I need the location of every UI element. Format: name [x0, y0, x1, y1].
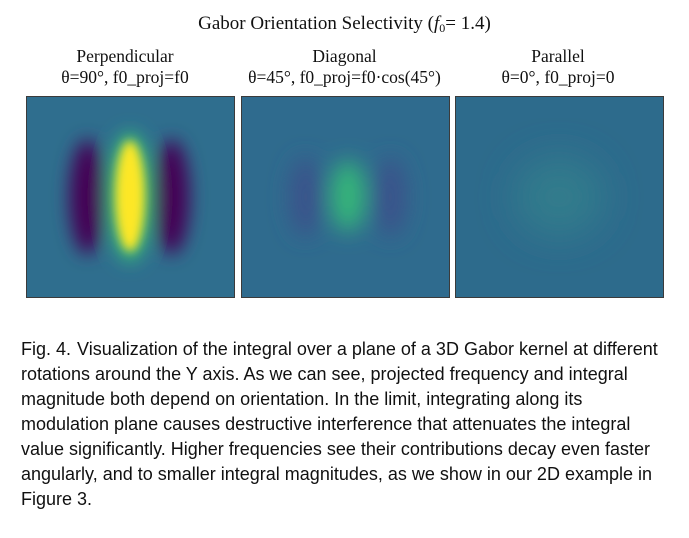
panel-formula: f0_proj=0: [544, 67, 615, 87]
gabor-heatmap-parallel: [456, 97, 663, 297]
panel-formula-line: θ=45°, f0_proj=f0·cos(45°): [232, 67, 457, 88]
panel-formula: f0_proj=f0·cos(45°): [299, 67, 441, 87]
figure-title-prefix: Gabor Orientation Selectivity (: [198, 13, 435, 34]
panel-name: Perpendicular: [76, 46, 174, 66]
gabor-heatmap-diagonal: [242, 97, 449, 297]
caption-number: Fig. 4.: [21, 339, 72, 359]
caption-text: Visualization of the integral over a pla…: [21, 339, 658, 509]
gabor-heatmap-perpendicular: [27, 97, 234, 297]
panel-theta: θ=0°,: [501, 67, 545, 87]
panel-theta: θ=45°,: [248, 67, 300, 87]
panel-name: Diagonal: [312, 46, 377, 66]
panel-formula-line: θ=0°, f0_proj=0: [458, 67, 658, 88]
panel-theta: θ=90°,: [61, 67, 113, 87]
figure-title-sub: 0: [439, 21, 446, 35]
panel-image-perpendicular: [26, 96, 235, 298]
panel-label-diagonal: Diagonal θ=45°, f0_proj=f0·cos(45°): [232, 46, 457, 88]
panel-label-perpendicular: Perpendicular θ=90°, f0_proj=f0: [25, 46, 225, 88]
panel-image-parallel: [455, 96, 664, 298]
figure-title-suffix: = 1.4): [445, 13, 491, 34]
figure-caption: Fig. 4. Visualization of the integral ove…: [21, 337, 671, 512]
panel-formula: f0_proj=f0: [112, 67, 189, 87]
panel-image-diagonal: [241, 96, 450, 298]
panel-name: Parallel: [531, 46, 585, 66]
panel-label-parallel: Parallel θ=0°, f0_proj=0: [458, 46, 658, 88]
figure-title-f: f: [434, 13, 440, 34]
figure-title: Gabor Orientation Selectivity (f0= 1.4): [0, 13, 689, 35]
panel-formula-line: θ=90°, f0_proj=f0: [25, 67, 225, 88]
